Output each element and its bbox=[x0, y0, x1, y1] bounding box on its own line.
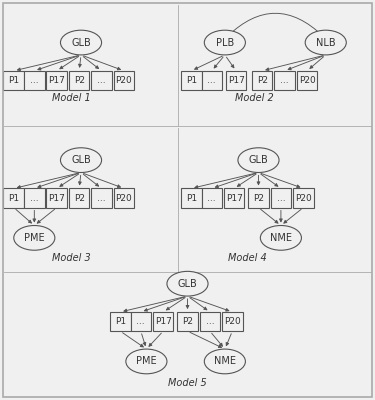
Text: ...: ... bbox=[97, 76, 106, 85]
Ellipse shape bbox=[60, 148, 102, 172]
FancyBboxPatch shape bbox=[46, 188, 67, 208]
Text: P1: P1 bbox=[186, 194, 197, 202]
Text: P1: P1 bbox=[115, 317, 126, 326]
Text: P20: P20 bbox=[295, 194, 312, 202]
Text: P20: P20 bbox=[116, 194, 132, 202]
FancyBboxPatch shape bbox=[201, 188, 222, 208]
FancyBboxPatch shape bbox=[69, 188, 89, 208]
Ellipse shape bbox=[204, 349, 245, 374]
Text: NLB: NLB bbox=[316, 38, 336, 48]
Text: GLB: GLB bbox=[71, 38, 91, 48]
Text: P17: P17 bbox=[226, 194, 243, 202]
FancyBboxPatch shape bbox=[293, 188, 314, 208]
Text: P2: P2 bbox=[74, 194, 85, 202]
Text: Model 2: Model 2 bbox=[236, 93, 274, 103]
Text: ...: ... bbox=[207, 76, 216, 85]
FancyBboxPatch shape bbox=[110, 312, 130, 331]
FancyBboxPatch shape bbox=[201, 71, 222, 90]
FancyBboxPatch shape bbox=[252, 71, 273, 90]
FancyBboxPatch shape bbox=[24, 188, 45, 208]
Text: P20: P20 bbox=[116, 76, 132, 85]
Text: NME: NME bbox=[270, 233, 292, 243]
Text: ...: ... bbox=[30, 194, 39, 202]
Ellipse shape bbox=[60, 30, 102, 55]
Text: P20: P20 bbox=[224, 317, 241, 326]
FancyBboxPatch shape bbox=[181, 71, 201, 90]
FancyBboxPatch shape bbox=[69, 71, 89, 90]
Text: P17: P17 bbox=[48, 194, 65, 202]
Text: P17: P17 bbox=[228, 76, 244, 85]
Text: P2: P2 bbox=[253, 194, 264, 202]
FancyBboxPatch shape bbox=[91, 188, 112, 208]
Text: P2: P2 bbox=[257, 76, 268, 85]
Text: ...: ... bbox=[207, 194, 216, 202]
Text: GLB: GLB bbox=[178, 279, 197, 289]
Text: ...: ... bbox=[97, 194, 106, 202]
Ellipse shape bbox=[204, 30, 245, 55]
FancyBboxPatch shape bbox=[91, 71, 112, 90]
Text: ...: ... bbox=[280, 76, 289, 85]
Text: P1: P1 bbox=[186, 76, 197, 85]
Text: GLB: GLB bbox=[71, 155, 91, 165]
Text: P2: P2 bbox=[182, 317, 193, 326]
Text: Model 4: Model 4 bbox=[228, 253, 267, 263]
Text: ...: ... bbox=[136, 317, 145, 326]
Text: P17: P17 bbox=[155, 317, 172, 326]
Ellipse shape bbox=[260, 226, 302, 250]
FancyBboxPatch shape bbox=[3, 188, 24, 208]
FancyBboxPatch shape bbox=[3, 71, 24, 90]
FancyBboxPatch shape bbox=[248, 188, 269, 208]
FancyBboxPatch shape bbox=[274, 71, 295, 90]
Text: ...: ... bbox=[206, 317, 214, 326]
FancyBboxPatch shape bbox=[114, 188, 134, 208]
Ellipse shape bbox=[305, 30, 346, 55]
FancyBboxPatch shape bbox=[46, 71, 67, 90]
Ellipse shape bbox=[126, 349, 167, 374]
FancyBboxPatch shape bbox=[222, 312, 243, 331]
Ellipse shape bbox=[167, 271, 208, 296]
Text: ...: ... bbox=[277, 194, 285, 202]
FancyBboxPatch shape bbox=[114, 71, 134, 90]
Text: Model 5: Model 5 bbox=[168, 378, 207, 388]
Text: P20: P20 bbox=[298, 76, 315, 85]
FancyBboxPatch shape bbox=[177, 312, 198, 331]
Ellipse shape bbox=[14, 226, 55, 250]
Text: P17: P17 bbox=[48, 76, 65, 85]
Text: PME: PME bbox=[24, 233, 45, 243]
Text: PLB: PLB bbox=[216, 38, 234, 48]
FancyBboxPatch shape bbox=[297, 71, 317, 90]
Text: P2: P2 bbox=[74, 76, 85, 85]
Text: Model 1: Model 1 bbox=[52, 93, 91, 103]
FancyBboxPatch shape bbox=[226, 71, 246, 90]
Ellipse shape bbox=[238, 148, 279, 172]
FancyBboxPatch shape bbox=[200, 312, 220, 331]
FancyBboxPatch shape bbox=[271, 188, 291, 208]
Text: NME: NME bbox=[214, 356, 236, 366]
Text: ...: ... bbox=[30, 76, 39, 85]
Text: GLB: GLB bbox=[249, 155, 268, 165]
FancyBboxPatch shape bbox=[224, 188, 245, 208]
Text: P1: P1 bbox=[8, 194, 20, 202]
Text: Model 3: Model 3 bbox=[52, 253, 91, 263]
FancyBboxPatch shape bbox=[153, 312, 174, 331]
FancyBboxPatch shape bbox=[130, 312, 151, 331]
Text: P1: P1 bbox=[8, 76, 20, 85]
FancyBboxPatch shape bbox=[24, 71, 45, 90]
FancyBboxPatch shape bbox=[181, 188, 201, 208]
Text: PME: PME bbox=[136, 356, 157, 366]
